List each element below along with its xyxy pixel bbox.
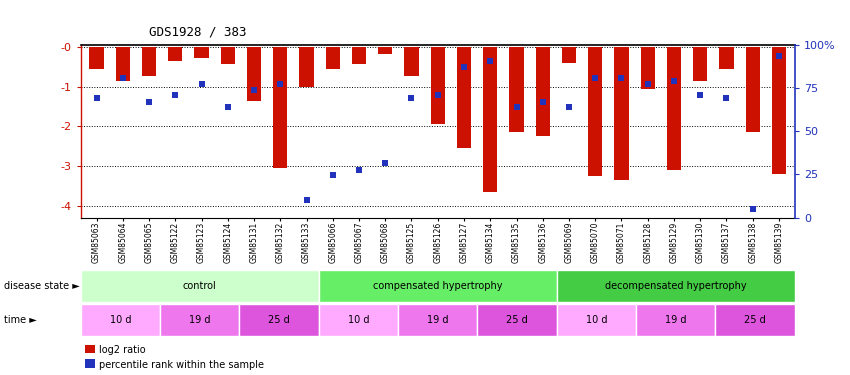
Point bbox=[195, 81, 208, 87]
Text: 19 d: 19 d bbox=[189, 315, 211, 325]
Point bbox=[694, 92, 707, 98]
Point bbox=[378, 160, 392, 166]
Point bbox=[588, 75, 602, 81]
Text: decompensated hypertrophy: decompensated hypertrophy bbox=[605, 281, 746, 291]
Point bbox=[772, 53, 785, 58]
Bar bbox=[246, 47, 261, 100]
Point bbox=[615, 75, 628, 81]
Bar bbox=[615, 47, 629, 180]
Text: GDS1928 / 383: GDS1928 / 383 bbox=[149, 26, 246, 39]
Point bbox=[90, 95, 104, 101]
Point bbox=[142, 99, 156, 105]
Bar bbox=[716, 304, 795, 336]
Bar bbox=[319, 304, 398, 336]
Point bbox=[484, 58, 497, 64]
Point bbox=[510, 104, 524, 110]
Bar bbox=[116, 47, 130, 81]
Bar bbox=[168, 47, 183, 61]
Bar bbox=[557, 304, 636, 336]
Text: 25 d: 25 d bbox=[507, 315, 528, 325]
Text: time ►: time ► bbox=[4, 315, 37, 325]
Bar bbox=[745, 47, 760, 132]
Point bbox=[562, 104, 575, 110]
Text: control: control bbox=[183, 281, 217, 291]
Point bbox=[300, 198, 314, 204]
Text: 19 d: 19 d bbox=[665, 315, 687, 325]
Bar bbox=[636, 304, 716, 336]
Point bbox=[405, 95, 418, 101]
Point bbox=[641, 81, 654, 87]
Point bbox=[720, 95, 734, 101]
Bar bbox=[195, 47, 209, 58]
Bar bbox=[326, 47, 340, 69]
Bar bbox=[772, 47, 786, 174]
Point bbox=[746, 206, 760, 212]
Point bbox=[274, 81, 287, 87]
Bar bbox=[405, 47, 419, 75]
Text: 25 d: 25 d bbox=[745, 315, 766, 325]
Bar bbox=[557, 270, 795, 302]
Text: 25 d: 25 d bbox=[269, 315, 290, 325]
Bar bbox=[142, 47, 156, 75]
Bar bbox=[273, 47, 287, 168]
Bar bbox=[89, 47, 104, 69]
Text: 10 d: 10 d bbox=[348, 315, 369, 325]
Bar bbox=[319, 270, 557, 302]
Point bbox=[247, 87, 261, 93]
Bar bbox=[378, 47, 393, 54]
Bar bbox=[240, 304, 319, 336]
Text: percentile rank within the sample: percentile rank within the sample bbox=[99, 360, 264, 369]
Bar bbox=[456, 47, 471, 148]
Point bbox=[116, 75, 129, 81]
Point bbox=[168, 92, 182, 98]
Bar bbox=[160, 304, 240, 336]
Bar bbox=[509, 47, 524, 132]
Text: 19 d: 19 d bbox=[427, 315, 449, 325]
Point bbox=[221, 104, 235, 110]
Bar bbox=[719, 47, 734, 69]
Bar bbox=[693, 47, 707, 81]
Bar bbox=[536, 47, 550, 136]
Bar bbox=[398, 304, 478, 336]
Text: 10 d: 10 d bbox=[586, 315, 607, 325]
Bar bbox=[81, 270, 319, 302]
Point bbox=[352, 167, 366, 173]
Bar bbox=[641, 47, 655, 88]
Bar bbox=[562, 47, 576, 63]
Point bbox=[431, 92, 445, 98]
Bar bbox=[299, 47, 314, 87]
Text: disease state ►: disease state ► bbox=[4, 281, 80, 291]
Bar bbox=[431, 47, 445, 124]
Bar bbox=[352, 47, 366, 64]
Bar bbox=[478, 304, 557, 336]
Bar bbox=[588, 47, 603, 176]
Bar bbox=[220, 47, 235, 64]
Text: 10 d: 10 d bbox=[110, 315, 131, 325]
Bar bbox=[483, 47, 497, 192]
Text: log2 ratio: log2 ratio bbox=[99, 345, 146, 355]
Bar bbox=[666, 47, 681, 170]
Point bbox=[457, 64, 471, 70]
Point bbox=[326, 172, 339, 178]
Point bbox=[536, 99, 550, 105]
Point bbox=[667, 78, 681, 84]
Text: compensated hypertrophy: compensated hypertrophy bbox=[373, 281, 502, 291]
Bar bbox=[81, 304, 160, 336]
